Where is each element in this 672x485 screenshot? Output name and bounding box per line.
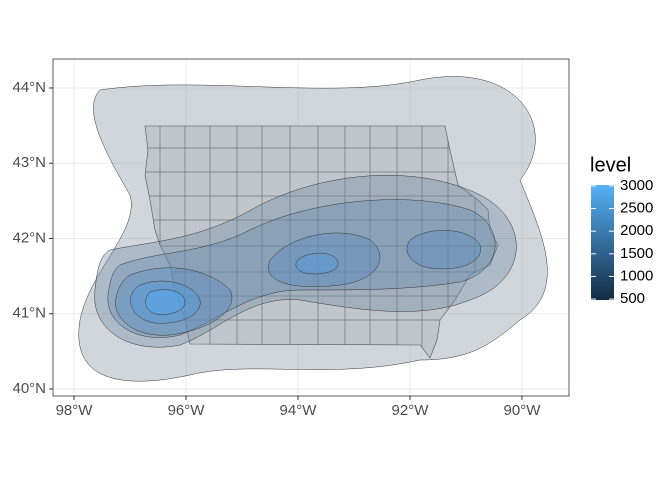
x-tick-label: 92°W [392, 402, 430, 419]
x-tick-label: 96°W [168, 402, 206, 419]
map-layers [78, 76, 548, 382]
x-tick-label: 94°W [280, 402, 318, 419]
x-tick-label: 98°W [56, 402, 94, 419]
legend-tick-label: 3000 [620, 177, 653, 194]
legend-tick-label: 1500 [620, 245, 653, 262]
y-tick-label: 40°N [12, 380, 46, 397]
iowa-state [144, 125, 499, 359]
contour [115, 230, 481, 336]
legend-tick-label: 1000 [620, 267, 653, 284]
legend-title: level [590, 154, 631, 176]
y-tick-label: 41°N [12, 305, 46, 322]
y-tick-label: 42°N [12, 229, 46, 246]
y-tick-label: 44°N [12, 79, 46, 96]
density-contours [78, 76, 548, 382]
legend-tick-label: 500 [620, 290, 645, 307]
legend-tick-label: 2000 [620, 222, 653, 239]
y-tick-label: 43°N [12, 154, 46, 171]
legend-tick-label: 2500 [620, 200, 653, 217]
contour [145, 289, 186, 315]
legend-colorbar [591, 185, 614, 300]
panel-border [52, 58, 570, 397]
x-tick-label: 90°W [504, 402, 542, 419]
